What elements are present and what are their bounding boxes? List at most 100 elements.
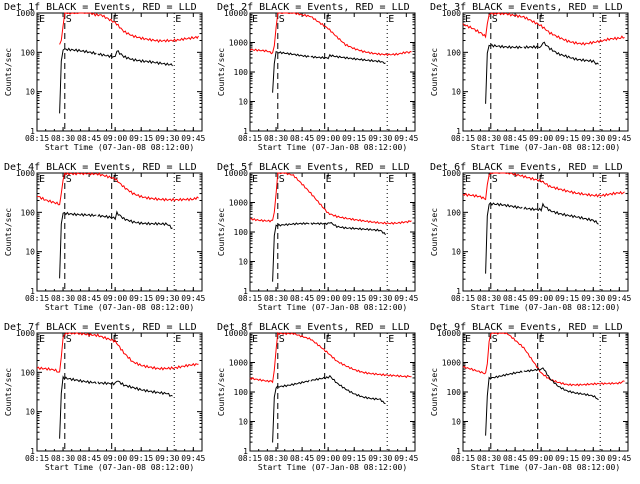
event-marker-label: E bbox=[252, 174, 258, 185]
x-tick-label: 08:30 bbox=[477, 134, 501, 143]
chart-title: Det 4f BLACK = Events, RED = LLD bbox=[4, 162, 197, 173]
x-axis-label: Start Time (07-Jan-08 08:12:00) bbox=[258, 463, 407, 472]
event-marker-label: E bbox=[175, 14, 181, 25]
x-axis-label: Start Time (07-Jan-08 08:12:00) bbox=[45, 303, 194, 312]
events-series-line bbox=[310, 53, 386, 64]
x-tick-label: 09:30 bbox=[581, 134, 605, 143]
y-tick-label: 1000 bbox=[229, 39, 248, 48]
y-tick-label: 1 bbox=[243, 447, 248, 456]
x-tick-label: 08:45 bbox=[77, 134, 101, 143]
y-tick-label: 1 bbox=[456, 127, 461, 136]
x-tick-label: 09:45 bbox=[181, 134, 205, 143]
x-tick-label: 08:30 bbox=[264, 294, 288, 303]
x-tick-label: 09:00 bbox=[103, 294, 127, 303]
x-tick-label: 09:45 bbox=[181, 454, 205, 463]
y-tick-label: 10000 bbox=[224, 329, 248, 338]
x-tick-label: 09:45 bbox=[607, 134, 631, 143]
event-marker-label: E bbox=[175, 334, 181, 345]
x-tick-label: 09:00 bbox=[316, 134, 340, 143]
lld-series-line bbox=[462, 172, 625, 201]
x-tick-label: 08:30 bbox=[51, 134, 75, 143]
x-axis-label: Start Time (07-Jan-08 08:12:00) bbox=[45, 463, 194, 472]
x-tick-label: 08:15 bbox=[451, 294, 475, 303]
event-marker-label: S bbox=[66, 174, 72, 185]
plot-frame bbox=[249, 332, 416, 452]
event-marker-label: S bbox=[66, 334, 72, 345]
x-axis-label: Start Time (07-Jan-08 08:12:00) bbox=[45, 143, 194, 152]
plot-frame bbox=[36, 172, 203, 292]
x-tick-label: 08:15 bbox=[25, 454, 49, 463]
lld-series-line bbox=[462, 332, 625, 387]
chart-title: Det 1f BLACK = Events, RED = LLD bbox=[4, 2, 197, 13]
y-axis-label: Counts/sec bbox=[217, 48, 226, 96]
y-tick-label: 10 bbox=[451, 418, 461, 427]
x-tick-label: 09:15 bbox=[129, 454, 153, 463]
y-tick-label: 10 bbox=[25, 408, 35, 417]
x-tick-label: 09:00 bbox=[529, 454, 553, 463]
x-tick-label: 09:30 bbox=[155, 294, 179, 303]
event-marker-label: S bbox=[279, 174, 285, 185]
y-tick-label: 1 bbox=[456, 287, 461, 296]
lld-series-line bbox=[249, 12, 412, 57]
event-marker-label: E bbox=[539, 14, 545, 25]
event-marker-label: E bbox=[39, 174, 45, 185]
x-tick-label: 09:00 bbox=[316, 294, 340, 303]
x-tick-label: 08:15 bbox=[238, 454, 262, 463]
lld-series-line bbox=[36, 172, 199, 206]
x-tick-label: 09:15 bbox=[342, 454, 366, 463]
y-axis-label: Counts/sec bbox=[4, 368, 13, 416]
x-tick-label: 09:00 bbox=[103, 134, 127, 143]
x-tick-label: 09:45 bbox=[394, 294, 418, 303]
events-series-line bbox=[59, 47, 97, 114]
plot-frame bbox=[36, 332, 203, 452]
event-marker-label: E bbox=[601, 334, 607, 345]
event-marker-label: E bbox=[388, 14, 394, 25]
event-marker-label: E bbox=[326, 14, 332, 25]
event-marker-label: E bbox=[601, 14, 607, 25]
y-tick-label: 10 bbox=[451, 88, 461, 97]
event-marker-label: E bbox=[252, 334, 258, 345]
event-marker-label: E bbox=[175, 174, 181, 185]
y-tick-label: 10 bbox=[238, 98, 248, 107]
y-axis-label: Counts/sec bbox=[4, 48, 13, 96]
y-tick-label: 10 bbox=[238, 418, 248, 427]
x-tick-label: 08:15 bbox=[451, 134, 475, 143]
x-tick-label: 08:45 bbox=[503, 454, 527, 463]
event-marker-label: E bbox=[326, 174, 332, 185]
y-axis-label: Counts/sec bbox=[217, 368, 226, 416]
y-tick-label: 100 bbox=[21, 208, 36, 217]
x-axis-label: Start Time (07-Jan-08 08:12:00) bbox=[471, 143, 620, 152]
x-tick-label: 09:15 bbox=[555, 134, 579, 143]
x-tick-label: 08:30 bbox=[264, 134, 288, 143]
x-tick-label: 09:00 bbox=[103, 454, 127, 463]
chart-title: Det 2f BLACK = Events, RED = LLD bbox=[217, 2, 410, 13]
y-axis-label: Counts/sec bbox=[430, 48, 439, 96]
x-tick-label: 09:15 bbox=[129, 294, 153, 303]
event-marker-label: E bbox=[252, 14, 258, 25]
x-tick-label: 08:15 bbox=[238, 134, 262, 143]
x-tick-label: 09:30 bbox=[368, 134, 392, 143]
y-tick-label: 1000 bbox=[442, 9, 461, 18]
x-tick-label: 09:30 bbox=[581, 454, 605, 463]
y-tick-label: 100 bbox=[21, 368, 36, 377]
y-axis-label: Counts/sec bbox=[217, 208, 226, 256]
y-tick-label: 100 bbox=[447, 388, 462, 397]
y-axis-label: Counts/sec bbox=[430, 208, 439, 256]
x-tick-label: 08:30 bbox=[264, 454, 288, 463]
y-tick-label: 10 bbox=[238, 258, 248, 267]
x-tick-label: 08:45 bbox=[77, 454, 101, 463]
y-tick-label: 10 bbox=[25, 248, 35, 257]
x-axis-label: Start Time (07-Jan-08 08:12:00) bbox=[258, 303, 407, 312]
events-series-line bbox=[97, 380, 173, 398]
plot-frame bbox=[462, 12, 629, 132]
event-marker-label: E bbox=[388, 334, 394, 345]
events-series-line bbox=[310, 374, 386, 405]
plot-frame bbox=[249, 12, 416, 132]
event-marker-label: E bbox=[539, 174, 545, 185]
event-marker-label: E bbox=[539, 334, 545, 345]
x-axis-label: Start Time (07-Jan-08 08:12:00) bbox=[471, 463, 620, 472]
x-tick-label: 09:15 bbox=[342, 134, 366, 143]
event-marker-label: E bbox=[601, 174, 607, 185]
chart-title: Det 5f BLACK = Events, RED = LLD bbox=[217, 162, 410, 173]
x-tick-label: 08:30 bbox=[51, 294, 75, 303]
